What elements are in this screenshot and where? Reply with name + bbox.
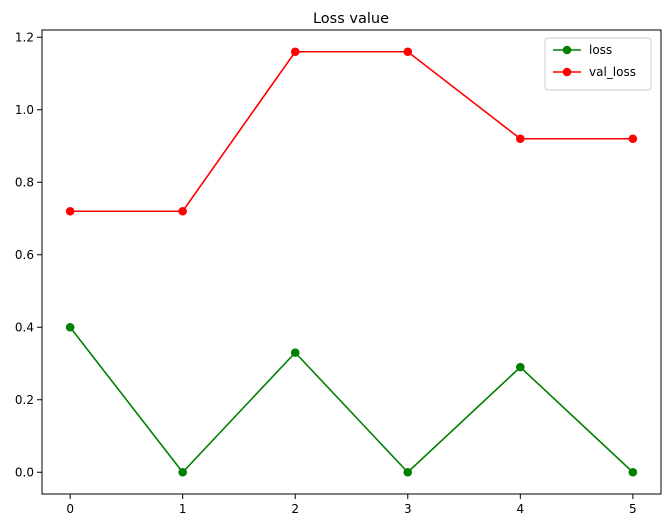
y-tick-label: 1.2 [15, 30, 34, 44]
y-tick-label: 0.2 [15, 393, 34, 407]
data-point-loss-3 [403, 467, 413, 477]
y-tick-label: 0.0 [15, 465, 34, 479]
data-point-val_loss-3 [403, 47, 413, 57]
axes-frame [41, 29, 662, 495]
y-tick-label: 0.4 [15, 320, 34, 334]
data-point-loss-0 [65, 322, 75, 332]
legend-marker-loss [562, 45, 572, 55]
data-point-val_loss-2 [290, 47, 300, 57]
series-line-val_loss [70, 50, 633, 213]
legend-label-val_loss: val_loss [589, 65, 636, 79]
data-point-loss-4 [516, 362, 525, 372]
legend: loss val_loss [544, 37, 652, 91]
series-line-loss [69, 326, 634, 474]
chart-title: Loss value [313, 11, 389, 27]
x-tick-label: 0 [66, 502, 74, 516]
x-tick-label: 1 [179, 502, 187, 516]
y-tick-label: 0.8 [15, 175, 34, 189]
legend-box [544, 37, 652, 91]
x-tick-label: 4 [516, 502, 524, 516]
y-tick-label: 0.6 [15, 248, 34, 262]
x-tick-label: 2 [291, 502, 299, 516]
axes: 0 1 2 3 4 5 0.0 0.2 0.4 0.6 0.8 1.0 1.2 [15, 29, 662, 516]
data-point-val_loss-1 [178, 206, 187, 216]
x-tick-label: 3 [404, 502, 412, 516]
legend-label-loss: loss [589, 43, 612, 57]
data-point-val_loss-5 [628, 134, 638, 144]
y-tick-label: 1.0 [15, 103, 34, 117]
legend-marker-val_loss [562, 67, 572, 77]
data-point-loss-5 [628, 467, 638, 477]
data-point-val_loss-0 [65, 206, 75, 216]
x-tick-label: 5 [629, 502, 637, 516]
data-point-val_loss-4 [516, 134, 525, 144]
plot-area [65, 47, 638, 477]
data-point-loss-1 [178, 467, 187, 477]
data-point-loss-2 [290, 348, 300, 357]
